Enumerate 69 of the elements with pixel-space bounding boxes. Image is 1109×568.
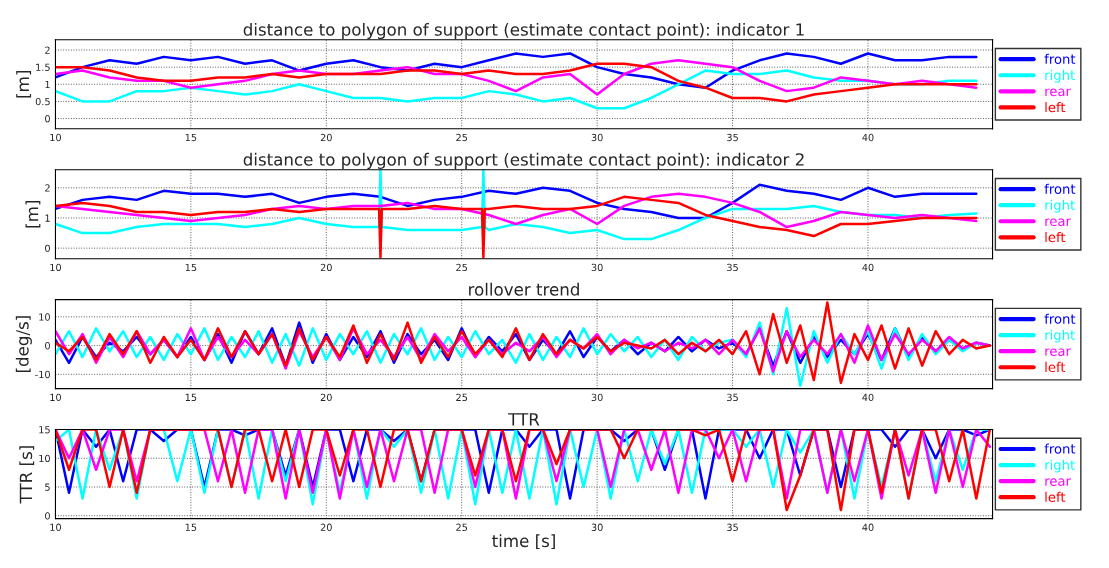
text: right xyxy=(1045,459,1075,473)
x-tick-label: 15 xyxy=(185,263,197,272)
x-tick-label: 40 xyxy=(862,133,874,142)
x-tick-label: 35 xyxy=(727,523,738,531)
line-series xyxy=(55,195,978,259)
x-tick-label: 20 xyxy=(320,263,332,272)
legend-label: rear xyxy=(1045,88,1071,97)
x-tick-label: 30 xyxy=(591,133,603,142)
x-tick-label: 40 xyxy=(862,523,874,531)
x-tick-label: 30 xyxy=(591,263,603,272)
x-tick-label: 35 xyxy=(727,393,738,402)
x-tick-label: 15 xyxy=(185,523,197,531)
chart-title: TTR xyxy=(508,413,540,426)
line-series xyxy=(55,183,978,220)
legend-label: rear xyxy=(1045,478,1071,486)
x-tick-label: 25 xyxy=(456,393,468,402)
x-tick-label: 30 xyxy=(591,393,603,402)
x-tick-label: 20 xyxy=(320,523,332,531)
y-axis-title: [m] xyxy=(25,201,41,228)
y-tick-label: 10 xyxy=(39,454,50,463)
y-axis-title: TTR [s] xyxy=(19,446,35,504)
x-tick-label: 20 xyxy=(320,393,332,402)
chart-title: rollover trend xyxy=(469,282,579,296)
x-tick-label: 35 xyxy=(727,263,738,272)
chart-title: distance to polygon of support (estimate contact point): indicator 1 xyxy=(243,22,804,40)
text: right xyxy=(1045,199,1075,213)
x-tick-label: 10 xyxy=(50,523,61,531)
y-tick-label: -10 xyxy=(35,370,50,379)
legend-label: right xyxy=(1045,69,1075,83)
y-tick-label: 5 xyxy=(45,483,50,491)
x-tick-label: 25 xyxy=(456,133,468,142)
y-tick-label: 0.5 xyxy=(35,97,50,106)
y-axis-title: [deg/s] xyxy=(15,316,32,373)
legend-label: left xyxy=(1045,231,1066,243)
x-tick-label: 20 xyxy=(320,133,332,142)
y-tick-label: 1.5 xyxy=(36,63,50,71)
x-tick-label: 15 xyxy=(185,393,197,402)
x-tick-label: 35 xyxy=(727,133,738,142)
y-tick-label: 15 xyxy=(39,426,50,434)
y-tick-label: 0 xyxy=(45,115,50,123)
y-tick-label: 0 xyxy=(45,512,50,520)
x-tick-label: 25 xyxy=(456,263,468,272)
x-tick-label: 30 xyxy=(591,523,603,531)
x-tick-label: 40 xyxy=(862,263,874,272)
y-tick-label: 0 xyxy=(45,342,50,350)
y-tick-label: 10 xyxy=(39,313,50,321)
y-tick-label: 1 xyxy=(45,214,50,222)
x-axis-title: time [s] xyxy=(492,534,555,550)
x-tick-label: 25 xyxy=(456,523,468,531)
text: front xyxy=(1044,313,1076,324)
legend-label: left xyxy=(1045,101,1066,113)
line-series xyxy=(55,62,978,103)
x-tick-label: 15 xyxy=(185,133,197,142)
chart-title: distance to polygon of support (estimate contact point): indicator 2 xyxy=(243,152,804,169)
text: right xyxy=(1045,329,1075,343)
legend-label: rear xyxy=(1045,348,1071,356)
y-tick-label: 2 xyxy=(45,46,50,54)
text: front xyxy=(1044,443,1076,454)
legend-label: left xyxy=(1045,361,1066,373)
text: front xyxy=(1044,183,1076,194)
y-axis-title: [m] xyxy=(16,71,32,98)
line-series xyxy=(55,52,978,89)
y-tick-label: 0 xyxy=(45,244,50,252)
x-tick-label: 40 xyxy=(862,393,874,402)
y-tick-label: 1 xyxy=(45,80,50,88)
y-tick-label: 2 xyxy=(45,184,50,192)
legend-label: left xyxy=(1045,491,1066,502)
legend-label: rear xyxy=(1045,218,1071,227)
legend-label: front xyxy=(1044,53,1076,64)
